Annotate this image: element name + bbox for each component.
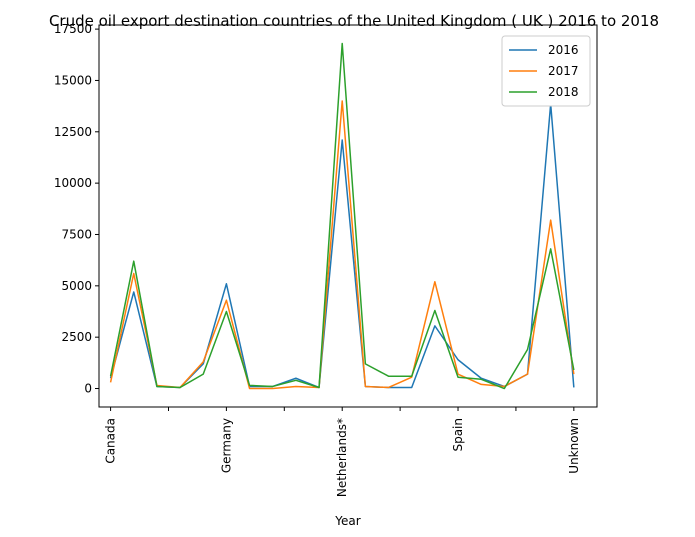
plot-frame <box>98 24 598 408</box>
x-tick-label: Unknown <box>567 418 581 474</box>
x-tick-label: Canada <box>104 418 118 464</box>
y-axis: 0 2500 5000 7500 10000 12500 15000 17500 <box>54 22 99 396</box>
y-tick-label: 5000 <box>61 279 92 293</box>
y-tick-label: 2500 <box>61 330 92 344</box>
series-line-2018 <box>109 42 575 390</box>
plot-area <box>98 24 598 408</box>
y-tick-label: 7500 <box>61 227 92 241</box>
legend-label: 2016 <box>548 43 579 57</box>
legend-box <box>501 35 591 107</box>
x-tick-label: Netherlands* <box>335 418 349 497</box>
legend-label: 2018 <box>548 85 579 99</box>
legend-label: 2017 <box>548 64 579 78</box>
y-tick-label: 10000 <box>54 176 92 190</box>
x-tick-label: Spain <box>451 418 465 452</box>
y-tick-label: 12500 <box>54 125 92 139</box>
series-line-2016 <box>109 103 575 389</box>
series-lines <box>109 42 575 390</box>
x-axis-label: Year <box>334 514 360 528</box>
x-tick-label: Germany <box>219 418 233 473</box>
y-tick-label: 17500 <box>54 22 92 36</box>
x-axis: Canada Germany Netherlands* Spain Unknown <box>104 407 581 497</box>
y-tick-label: 0 <box>84 382 92 396</box>
legend: 2016 2017 2018 <box>501 35 591 107</box>
y-tick-label: 15000 <box>54 73 92 87</box>
chart-title: Crude oil export destination countries o… <box>49 12 659 30</box>
